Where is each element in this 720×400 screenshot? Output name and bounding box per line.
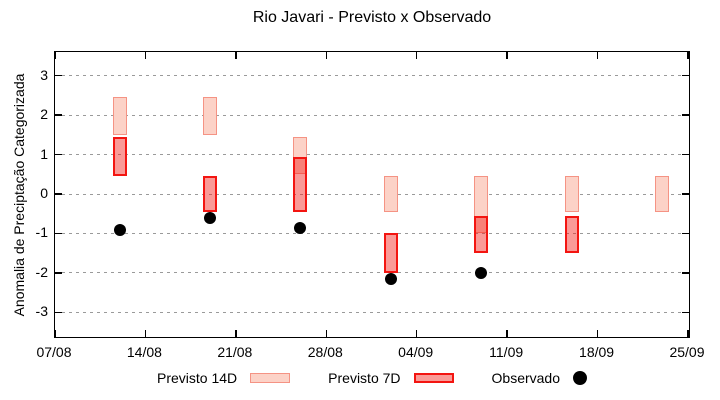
x-tick-label: 14/08 [126,344,162,360]
chart-title: Rio Javari - Previsto x Observado [252,9,492,26]
y-tick [682,311,689,314]
previsto-7d-box [564,215,579,254]
observado-dot [204,211,217,224]
x-tick [144,52,147,59]
y-tick-label: -2 [35,263,48,280]
previsto-14d-box [203,97,218,135]
y-tick [55,74,62,77]
y-tick [682,272,689,274]
y-tick [682,114,689,116]
x-tick [596,52,599,59]
previsto-14d-box [655,176,670,212]
gridline [55,75,689,77]
x-tick-label: 18/09 [579,344,615,360]
y-tick [55,272,62,274]
y-tick-label: -1 [35,224,48,241]
y-tick-label: 3 [40,66,48,83]
gridline [55,193,689,195]
previsto-14d-box [474,176,489,234]
y-tick [55,311,62,314]
previsto-7d-box [112,136,127,177]
observado-legend-dot [573,371,587,385]
x-tick-label: 21/08 [217,344,253,360]
y-tick [55,153,62,156]
observado-dot [475,266,488,279]
x-tick-label: 07/08 [36,344,72,360]
x-tick [325,52,328,59]
y-tick-label: 1 [40,145,48,162]
previsto-7d-box [383,233,398,273]
legend-item: Previsto 7D [328,370,454,386]
y-tick [682,74,689,77]
previsto-14d-swatch [250,373,291,383]
y-tick [55,114,62,116]
x-tick [54,330,56,337]
previsto-14d-box [112,97,127,135]
y-tick [682,153,689,156]
x-tick [235,52,237,59]
y-tick [55,193,62,195]
gridline [55,232,689,234]
x-tick-label: 11/09 [489,344,524,360]
plot-area [54,51,690,338]
x-tick-label: 28/08 [307,344,343,360]
x-tick [235,330,237,337]
legend-item: Observado [492,370,587,386]
y-tick [55,232,62,235]
x-tick [687,52,689,59]
x-tick [415,52,418,59]
x-tick-label: 04/09 [398,344,434,360]
x-tick [596,330,599,337]
previsto-7d-box [474,215,489,254]
x-tick-label: 25/09 [669,344,705,360]
previsto-14d-box [383,176,398,212]
legend-item-label: Observado [491,370,560,386]
previsto-7d-box [203,176,218,212]
gridline [55,272,689,274]
legend-item-label: Previsto 14D [157,370,238,386]
x-tick [415,330,418,337]
y-tick [682,232,689,235]
observado-dot [294,221,307,234]
x-tick [687,330,689,337]
previsto-7d-box [293,156,308,212]
previsto-14d-box [564,176,579,212]
x-tick [506,330,508,337]
gridline [55,311,689,313]
x-tick [54,52,56,59]
y-tick-label: 2 [40,106,48,123]
observado-dot [113,223,126,236]
y-tick [682,193,689,195]
previsto-14d-box [293,136,308,175]
x-tick [506,52,508,59]
legend-item-label: Previsto 7D [328,370,401,386]
gridline [55,154,689,156]
observado-dot [384,272,397,285]
y-tick-label: -3 [35,303,48,320]
previsto-7d-swatch [413,373,454,383]
legend-item: Previsto 14D [157,370,291,386]
x-tick [144,330,147,337]
gridline [55,114,689,116]
legend: Previsto 14D Previsto 7D Observado [54,366,690,390]
y-tick-label: 0 [40,185,48,201]
x-tick [325,330,328,337]
